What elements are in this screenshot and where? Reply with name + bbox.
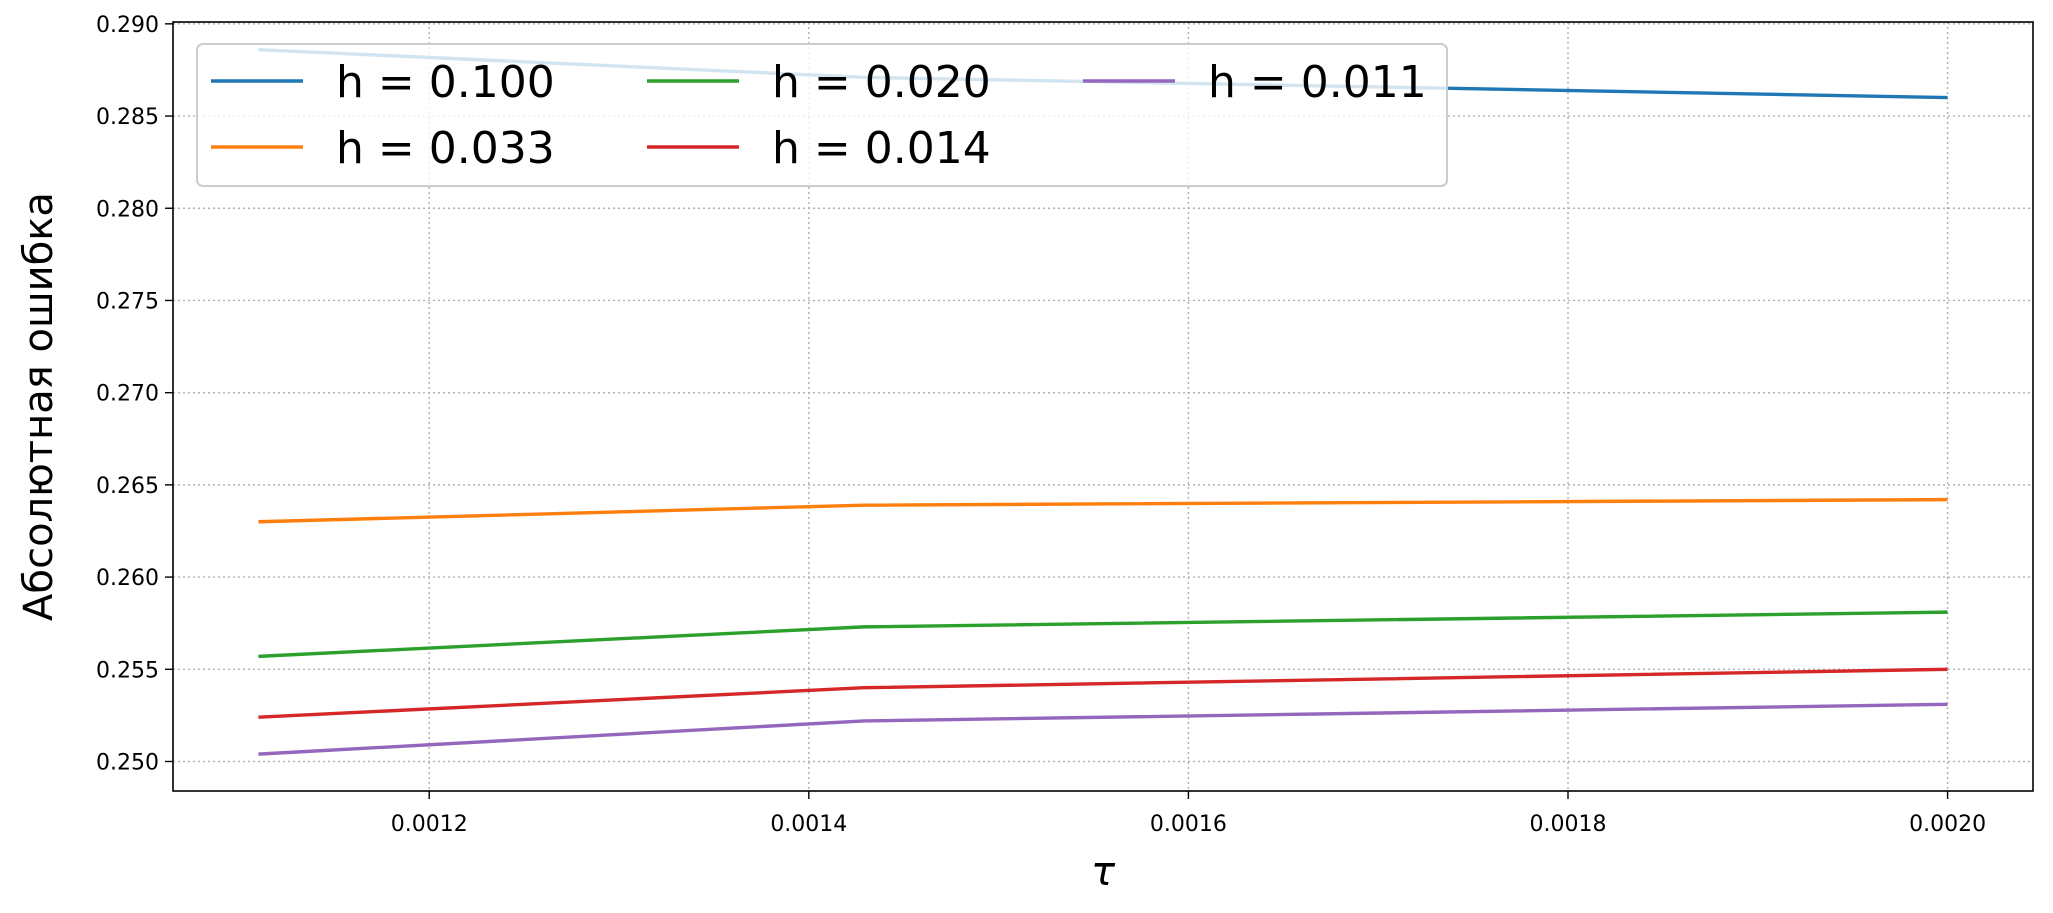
y-tick-label: 0.260 bbox=[96, 566, 159, 591]
y-axis-label: Абсолютная ошибка bbox=[16, 192, 62, 621]
legend-label: h = 0.011 bbox=[1208, 57, 1427, 108]
legend-label: h = 0.014 bbox=[772, 123, 991, 174]
x-tick-label: 0.0012 bbox=[391, 812, 468, 837]
y-tick-label: 0.250 bbox=[96, 750, 159, 775]
grid bbox=[173, 22, 2033, 791]
series-line-1 bbox=[258, 497, 1948, 524]
y-tick-label: 0.285 bbox=[96, 105, 159, 130]
series-line-3 bbox=[258, 667, 1948, 719]
series-line-4 bbox=[258, 702, 1948, 756]
y-tick-label: 0.270 bbox=[96, 382, 159, 407]
x-tick-label: 0.0018 bbox=[1530, 812, 1607, 837]
x-tick-label: 0.0016 bbox=[1150, 812, 1227, 837]
y-tick-label: 0.290 bbox=[96, 13, 159, 38]
y-tick-label: 0.255 bbox=[96, 658, 159, 683]
plot-frame bbox=[172, 21, 2034, 792]
y-axis-ticks: 0.250 0.255 0.260 0.265 0.270 0.275 0.280 0.285… bbox=[96, 13, 173, 775]
y-tick-label: 0.265 bbox=[96, 474, 159, 499]
x-axis-label: τ bbox=[1091, 849, 1116, 895]
y-tick-label: 0.280 bbox=[96, 197, 159, 222]
legend-label: h = 0.033 bbox=[336, 123, 555, 174]
legend: h = 0.100 h = 0.033 h = 0.020 h = 0.014 h = … bbox=[196, 43, 1448, 187]
legend-label: h = 0.020 bbox=[772, 57, 991, 108]
legend-label: h = 0.100 bbox=[336, 57, 555, 108]
series-line-2 bbox=[258, 610, 1948, 659]
x-axis-ticks: 0.0012 0.0014 0.0016 0.0018 0.0020 bbox=[391, 791, 1986, 837]
x-tick-label: 0.0020 bbox=[1909, 812, 1986, 837]
x-tick-label: 0.0014 bbox=[770, 812, 847, 837]
y-tick-label: 0.275 bbox=[96, 289, 159, 314]
